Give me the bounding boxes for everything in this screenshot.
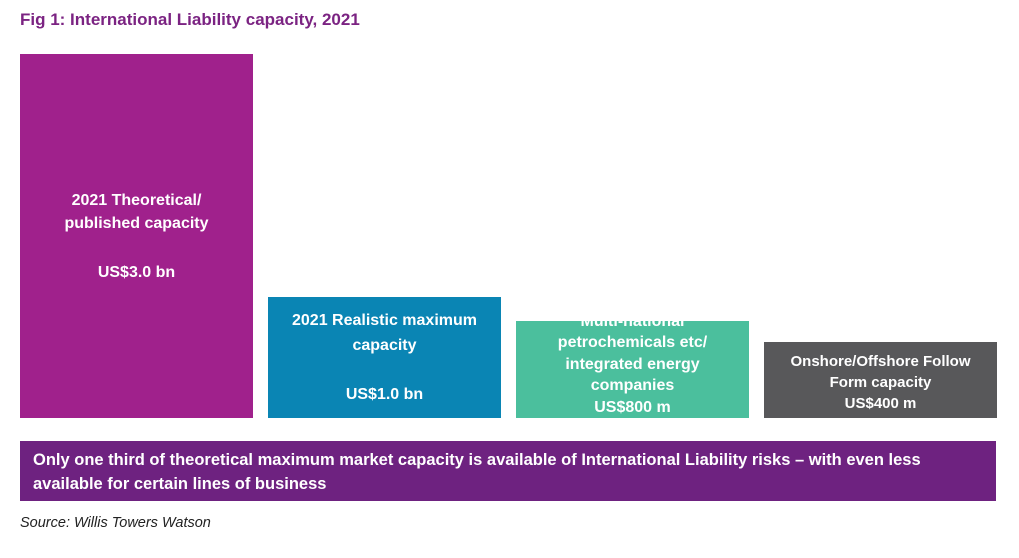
bar-label: Multi-national petrochemicals etc/ integ…: [557, 312, 708, 395]
bar-value-label: US$400 m: [844, 394, 917, 412]
bar-label: 2021 Realistic maximum capacity: [292, 312, 477, 354]
bar-2: 2021 Realistic maximum capacity US$1.0 bn: [268, 297, 501, 418]
bar-value-label: US$800 m: [594, 398, 671, 416]
bar-value-label: US$3.0 bn: [97, 263, 176, 281]
bar-4: Onshore/Offshore Follow Form capacity US$…: [764, 342, 997, 418]
bar-1: 2021 Theoretical/ published capacity US$3…: [20, 54, 253, 418]
bar-label: 2021 Theoretical/ published capacity: [64, 191, 209, 232]
bar-3: Multi-national petrochemicals etc/ integ…: [516, 313, 749, 418]
key-message-banner: Only one third of theoretical maximum ma…: [20, 441, 996, 501]
source-note: Source: Willis Towers Watson: [20, 515, 211, 531]
chart-title: Fig 1: International Liability capacity,…: [20, 10, 360, 29]
bar-value-label: US$1.0 bn: [345, 386, 424, 403]
bar-label: Onshore/Offshore Follow Form capacity: [790, 352, 971, 391]
